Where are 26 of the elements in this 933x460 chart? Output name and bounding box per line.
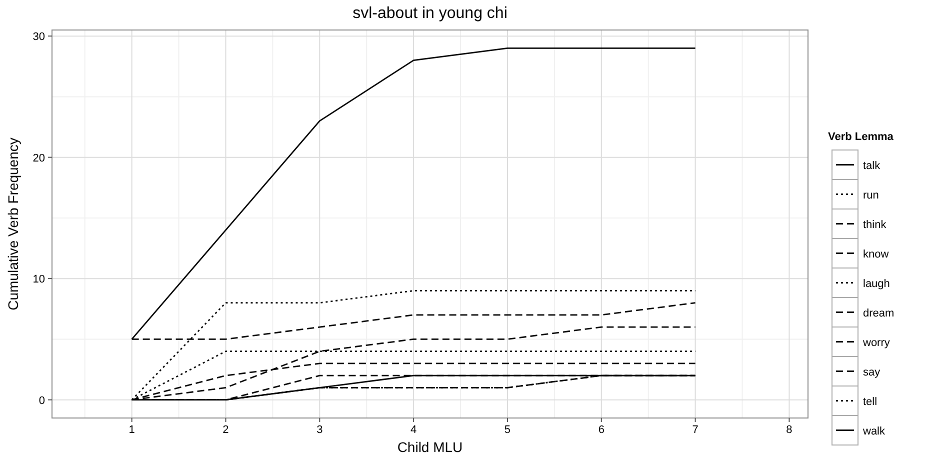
x-tick-label: 2 [222, 424, 229, 436]
y-tick-label: 10 [32, 274, 45, 286]
x-tick-label: 6 [598, 424, 604, 436]
legend-label: worry [862, 336, 890, 349]
x-tick-label: 8 [786, 424, 792, 436]
legend-label: laugh [863, 278, 890, 290]
x-axis-title: Child MLU [397, 439, 463, 455]
x-tick-label: 3 [316, 424, 323, 436]
x-tick-label: 5 [504, 424, 511, 436]
legend-label: think [863, 218, 887, 231]
legend-label: walk [862, 425, 886, 438]
legend-label: dream [863, 307, 894, 320]
y-tick-label: 20 [32, 152, 45, 164]
y-axis-title: Cumulative Verb Frequency [5, 138, 21, 310]
chart-title: svl-about in young chi [352, 5, 508, 22]
y-tick-label: 0 [38, 394, 45, 407]
x-tick-label: 1 [128, 424, 135, 436]
legend-title: Verb Lemma [828, 131, 894, 143]
legend-label: know [863, 248, 889, 260]
x-tick-label: 4 [410, 424, 417, 436]
x-tick-label: 7 [692, 424, 698, 436]
y-tick-label: 30 [32, 31, 45, 44]
legend-label: run [863, 189, 879, 202]
legend-label: tell [863, 396, 878, 408]
legend-label: say [863, 366, 881, 378]
legend-label: talk [863, 160, 881, 172]
